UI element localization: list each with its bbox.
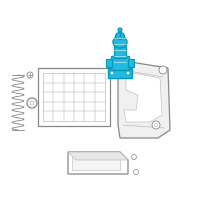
Bar	[108, 68, 132, 78]
Circle shape	[27, 72, 33, 78]
Polygon shape	[118, 60, 170, 138]
Bar	[128, 59, 134, 67]
Circle shape	[110, 71, 114, 75]
Bar	[106, 59, 112, 67]
Bar	[43, 73, 105, 121]
Bar	[38, 68, 110, 126]
Polygon shape	[68, 152, 128, 160]
Circle shape	[118, 28, 122, 32]
Circle shape	[27, 98, 37, 108]
Bar	[111, 56, 129, 70]
Circle shape	[152, 121, 160, 129]
Ellipse shape	[113, 36, 127, 48]
Polygon shape	[68, 152, 128, 174]
Circle shape	[132, 154, 136, 160]
Circle shape	[126, 71, 130, 75]
Bar	[72, 156, 120, 170]
Polygon shape	[124, 72, 162, 122]
Ellipse shape	[116, 32, 124, 40]
Circle shape	[134, 170, 138, 174]
Circle shape	[159, 66, 167, 74]
Bar	[114, 44, 126, 58]
